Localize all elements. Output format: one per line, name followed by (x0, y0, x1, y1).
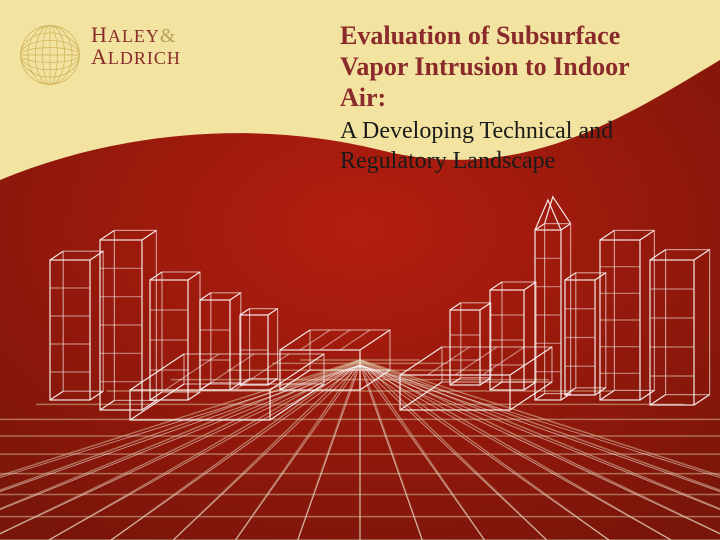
logo-line-2: ALDRICH (91, 46, 181, 68)
company-logo: HALEY& ALDRICH (15, 20, 181, 90)
wireframe-cityscape (0, 140, 720, 540)
logo-cap-a: A (91, 44, 108, 69)
title-main: Evaluation of Subsurface Vapor Intrusion… (340, 20, 680, 114)
slide-container: HALEY& ALDRICH Evaluation of Subsurface … (0, 0, 720, 540)
logo-text: HALEY& ALDRICH (91, 24, 181, 68)
logo-rest-2: LDRICH (108, 48, 181, 68)
title-subtitle: A Developing Technical and Regulatory La… (340, 116, 680, 176)
logo-ampersand: & (160, 25, 177, 47)
logo-rest-1: ALEY (108, 26, 160, 46)
globe-icon (15, 20, 85, 90)
title-block: Evaluation of Subsurface Vapor Intrusion… (340, 20, 680, 176)
logo-line-1: HALEY& (91, 24, 181, 46)
